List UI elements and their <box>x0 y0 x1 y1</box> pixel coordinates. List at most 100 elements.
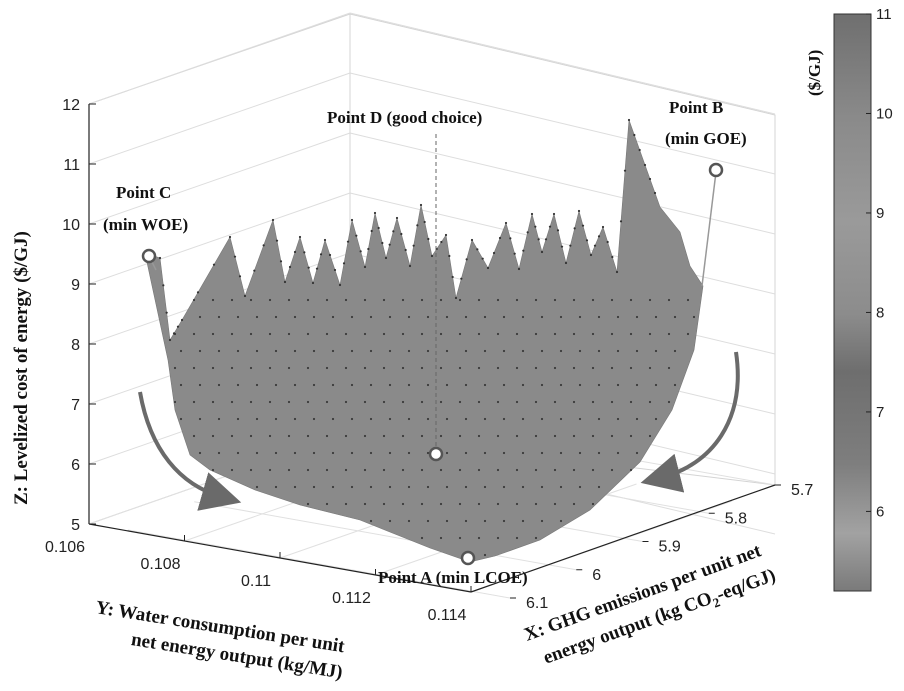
mesh-dot <box>420 298 424 302</box>
x-tick-label: 5.8 <box>725 510 747 527</box>
mesh-dot <box>635 417 639 421</box>
mesh-dot <box>268 468 272 472</box>
mesh-dot <box>331 349 335 353</box>
mesh-dot <box>502 349 506 353</box>
mesh-dot <box>363 298 367 302</box>
mesh-dot <box>192 332 196 336</box>
mesh-dot <box>578 417 582 421</box>
colorbar-tick-label: 8 <box>876 304 884 321</box>
mesh-dot <box>667 366 671 370</box>
ridge-dot <box>526 231 529 234</box>
mesh-dot <box>515 434 519 438</box>
mesh-dot <box>540 349 544 353</box>
mesh-dot <box>597 383 601 387</box>
ridge-dot <box>597 235 601 238</box>
ridge-dot <box>465 258 468 261</box>
point-c-marker <box>141 248 157 264</box>
mesh-dot <box>553 400 557 404</box>
mesh-dot <box>464 519 468 523</box>
mesh-dot <box>477 366 481 370</box>
mesh-dot <box>230 400 234 404</box>
mesh-dot <box>388 417 392 421</box>
mesh-dot <box>654 417 658 421</box>
mesh-dot <box>483 553 487 557</box>
mesh-dot <box>426 451 430 455</box>
mesh-dot <box>192 366 196 370</box>
mesh-dot <box>458 366 462 370</box>
mesh-dot <box>293 349 297 353</box>
mesh-dot <box>211 332 215 336</box>
ridge-dot <box>158 256 162 260</box>
point-b-marker <box>708 162 724 178</box>
z-tick-label: 8 <box>71 337 80 354</box>
right-curved-arrow <box>640 351 740 493</box>
mesh-dot <box>293 417 297 421</box>
mesh-dot <box>515 298 519 302</box>
mesh-dot <box>502 417 506 421</box>
ridge-dot <box>333 268 337 272</box>
mesh-dot <box>534 434 538 438</box>
mesh-dot <box>610 366 614 370</box>
mesh-dot <box>458 468 462 472</box>
mesh-dot <box>407 315 411 319</box>
mesh-dot <box>217 349 221 353</box>
mesh-dot <box>458 298 462 302</box>
ridge-dot <box>262 244 265 247</box>
mesh-dot <box>692 315 696 319</box>
ridge-dot <box>359 250 362 253</box>
mesh-dot <box>559 485 563 489</box>
mesh-dot <box>426 417 430 421</box>
mesh-dot <box>287 400 291 404</box>
ridge-dot <box>196 291 200 294</box>
mesh-dot <box>534 502 538 506</box>
ridge-dot <box>419 203 423 207</box>
mesh-dot <box>401 400 405 404</box>
mesh-dot <box>521 315 525 319</box>
mesh-dot <box>230 298 234 302</box>
mesh-dot <box>382 400 386 404</box>
mesh-dot <box>458 536 462 540</box>
y-tick-label: 0.114 <box>428 607 467 624</box>
mesh-dot <box>559 451 563 455</box>
ridge-dot <box>470 238 474 242</box>
mesh-dot <box>502 383 506 387</box>
mesh-dot <box>648 298 652 302</box>
ridge-dot <box>363 265 367 269</box>
ridge-dot <box>638 148 641 152</box>
mesh-dot <box>268 366 272 370</box>
mesh-dot <box>439 332 443 336</box>
mesh-dot <box>306 502 310 506</box>
mesh-dot <box>572 366 576 370</box>
ridge-dot <box>653 191 657 195</box>
mesh-dot <box>230 366 234 370</box>
mesh-dot <box>198 349 202 353</box>
mesh-dot <box>369 519 373 523</box>
ridge-dot <box>486 266 490 270</box>
mesh-dot <box>268 332 272 336</box>
mesh-dot <box>363 366 367 370</box>
mesh-dot <box>217 383 221 387</box>
mesh-dot <box>635 349 639 353</box>
mesh-dot <box>420 434 424 438</box>
mesh-dot <box>534 298 538 302</box>
z-tick-label: 12 <box>62 97 80 114</box>
ridge-dot <box>404 248 407 252</box>
ridge-dot <box>633 133 636 137</box>
ridge-dot <box>611 255 614 259</box>
mesh-dot <box>426 383 430 387</box>
ridge-dot <box>601 225 605 229</box>
mesh-dot <box>230 434 234 438</box>
ridge-dot <box>454 296 458 300</box>
mesh-dot <box>230 468 234 472</box>
mesh-dot <box>325 502 329 506</box>
mesh-dot <box>591 502 595 506</box>
mesh-dot <box>192 434 196 438</box>
z-tick-label: 10 <box>62 217 80 234</box>
mesh-dot <box>382 332 386 336</box>
mesh-dot <box>616 417 620 421</box>
y-tick-label: 0.11 <box>241 573 271 590</box>
point-c-label-line-1: Point C <box>116 183 171 202</box>
mesh-dot <box>420 502 424 506</box>
mesh-dot <box>553 298 557 302</box>
mesh-dot <box>496 298 500 302</box>
